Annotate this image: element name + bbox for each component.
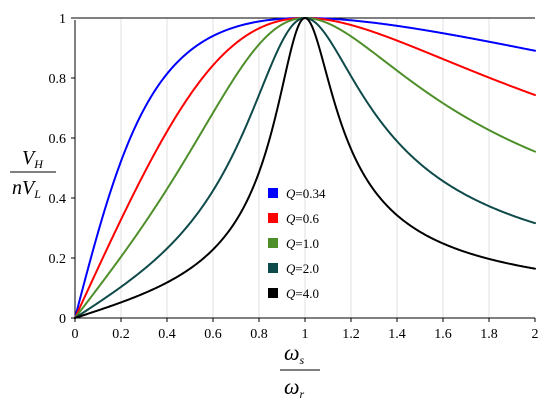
x-tick-label: 0.8 [250,327,268,342]
x-label-numerator: ω [284,340,300,365]
legend-swatch-3 [268,238,278,248]
y-label-denominator-sub: L [33,187,41,201]
y-tick-label: 0 [59,312,66,327]
x-label-numerator-sub: s [300,353,305,367]
svg-text:ωr: ωr [284,374,305,401]
series-curves [74,17,536,319]
legend-swatch-5 [268,288,278,298]
x-tick-labels: 0 0.2 0.4 0.6 0.8 1 1.2 1.4 1.6 1.8 2 [72,318,539,342]
y-tick-label: 0.6 [49,132,67,147]
legend-swatch-2 [268,213,278,223]
svg-text:ωs: ωs [284,340,305,367]
x-tick-label: 2 [532,327,539,342]
x-label-denominator: ω [284,374,300,399]
x-tick-label: 1.4 [388,327,406,342]
y-axis-label: VH nVL [10,147,56,201]
x-tick-label: 0 [72,327,79,342]
svg-text:VH: VH [22,147,44,171]
x-tick-label: 1.2 [342,327,360,342]
y-label-numerator: V [22,147,37,169]
x-axis-label: ωs ωr [280,340,320,401]
x-tick-label: 1.8 [480,327,498,342]
y-tick-label: 0.8 [49,72,67,87]
legend-label-3: Q=1.0 [286,236,319,251]
series-line-5 [74,17,536,319]
y-label-numerator-sub: H [33,157,44,171]
y-label-denominator: nV [12,177,37,199]
legend-label-1: Q=0.34 [286,186,326,201]
x-tick-label: 0.6 [204,327,222,342]
x-label-denominator-sub: r [300,387,305,401]
y-tick-label: 0.2 [49,252,67,267]
x-tick-label: 1.6 [434,327,452,342]
legend: Q=0.34 Q=0.6 Q=1.0 Q=2.0 Q=4.0 [268,186,326,301]
y-tick-label: 0.4 [49,192,67,207]
x-tick-label: 1 [302,327,309,342]
legend-swatch-4 [268,263,278,273]
legend-label-5: Q=4.0 [286,286,319,301]
y-tick-labels: 0 0.2 0.4 0.6 0.8 1 [49,12,75,327]
legend-swatch-1 [268,188,278,198]
y-tick-label: 1 [59,12,66,27]
x-tick-label: 0.4 [158,327,176,342]
x-tick-label: 0.2 [112,327,130,342]
svg-text:nVL: nVL [12,177,41,201]
legend-label-2: Q=0.6 [286,211,319,226]
grid-lines [120,18,490,318]
legend-label-4: Q=2.0 [286,261,319,276]
